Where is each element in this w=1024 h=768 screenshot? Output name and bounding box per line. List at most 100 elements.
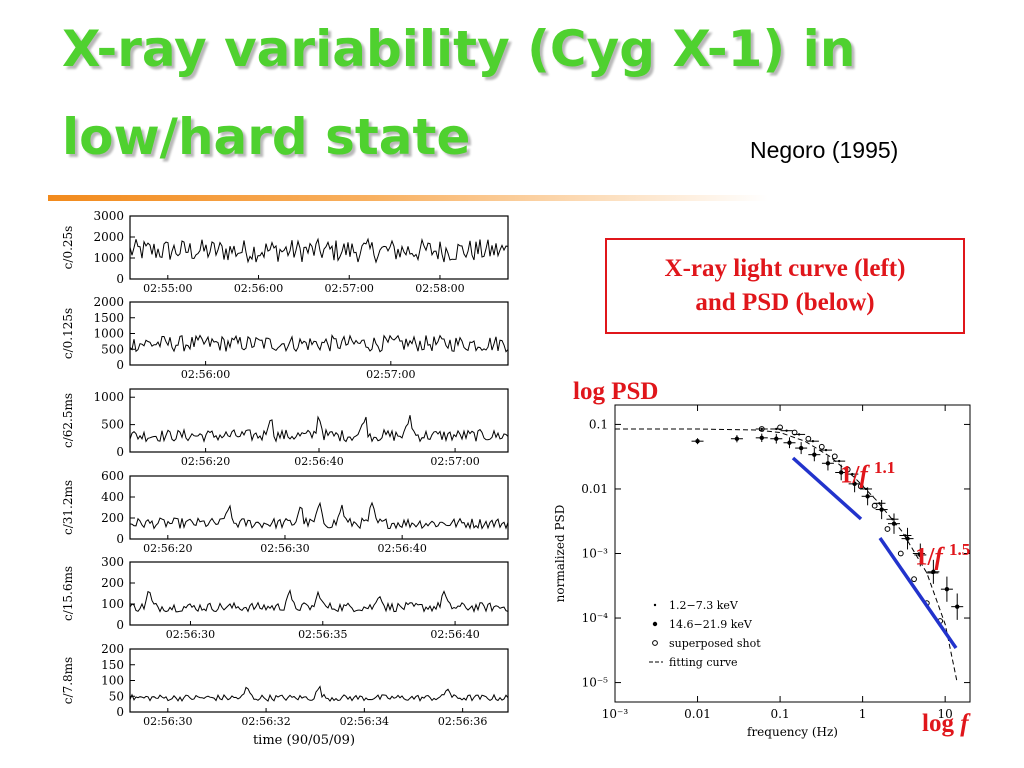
x-tick-label: 02:56:40 bbox=[430, 628, 479, 641]
psd-point-shot bbox=[758, 426, 765, 432]
callout-line2: and PSD (below) bbox=[695, 289, 875, 316]
psd-x-tick-label: 1 bbox=[859, 707, 867, 721]
y-tick-label: 400 bbox=[101, 490, 124, 504]
psd-point-hard bbox=[774, 436, 779, 441]
psd-point-hard bbox=[759, 435, 764, 441]
y-tick-label: 2000 bbox=[93, 230, 124, 244]
title-divider bbox=[48, 195, 768, 201]
psd-legend-entry: superposed shot bbox=[652, 637, 761, 650]
y-tick-label: 500 bbox=[101, 342, 124, 356]
slide-title-line2: low/hard state bbox=[62, 108, 471, 166]
psd-point-hard bbox=[812, 452, 817, 457]
y-tick-label: 100 bbox=[101, 597, 124, 611]
psd-point-hard bbox=[931, 569, 936, 575]
psd-point-hard bbox=[879, 507, 884, 512]
psd-point-soft bbox=[797, 433, 801, 436]
legend-marker-shot bbox=[652, 640, 658, 646]
freq-axis-annotation: log f bbox=[922, 710, 969, 737]
y-tick-label: 200 bbox=[101, 576, 124, 590]
psd-y-tick-label: 10⁻⁴ bbox=[582, 611, 609, 625]
light-curve-panel-4: 600 400 200 0 c/31.2ms 02:56:20 02:56:30 02:56:… bbox=[61, 469, 509, 555]
psd-point-shot bbox=[857, 483, 864, 490]
light-curve-series bbox=[129, 685, 509, 702]
y-tick-label: 0 bbox=[116, 358, 124, 372]
x-tick-label: 02:56:20 bbox=[143, 542, 192, 555]
psd-point-hard bbox=[825, 461, 831, 466]
psd-point-shot bbox=[871, 502, 878, 509]
psd-legend-label: 14.6−21.9 keV bbox=[669, 618, 753, 631]
psd-point-hard bbox=[944, 586, 950, 592]
light-curve-panel-1: 3000 2000 1000 0 c/0.25s 02:55:00 02:56:00 02:5… bbox=[61, 209, 509, 295]
psd-x-tick-label: 0.01 bbox=[684, 707, 711, 721]
psd-point-hard bbox=[891, 521, 897, 526]
y-tick-label: 1000 bbox=[93, 390, 124, 404]
legend-marker-soft bbox=[653, 603, 657, 607]
psd-legend-label: 1.2−7.3 keV bbox=[669, 599, 739, 612]
panel-frame bbox=[129, 388, 509, 453]
light-curve-series bbox=[129, 589, 509, 613]
y-tick-label: 50 bbox=[109, 689, 124, 703]
psd-point-soft bbox=[760, 427, 763, 431]
y-axis-label: c/7.8ms bbox=[61, 657, 75, 704]
psd-point-soft bbox=[775, 427, 778, 431]
psd-point-hard bbox=[955, 604, 960, 609]
psd-point-shot bbox=[791, 429, 798, 436]
x-tick-label: 02:56:20 bbox=[181, 455, 230, 468]
psd-axis-annotation: log PSD bbox=[573, 378, 659, 405]
psd-point-soft bbox=[904, 534, 907, 537]
psd-x-tick-label: 0.1 bbox=[771, 707, 790, 721]
psd-point-soft bbox=[824, 448, 828, 452]
psd-point-hard bbox=[852, 481, 857, 487]
x-tick-label: 02:56:30 bbox=[260, 542, 309, 555]
light-curve-series bbox=[129, 501, 509, 530]
light-curve-series bbox=[129, 334, 509, 353]
psd-point-hard bbox=[918, 552, 923, 558]
y-tick-label: 200 bbox=[101, 642, 124, 656]
x-tick-label: 02:55:00 bbox=[143, 282, 192, 295]
psd-point-soft bbox=[811, 439, 815, 443]
legend-marker-hard bbox=[652, 621, 658, 627]
y-tick-label: 1500 bbox=[93, 311, 124, 325]
psd-point-soft bbox=[837, 459, 841, 463]
y-axis-label: c/62.5ms bbox=[61, 393, 75, 448]
light-curve-series bbox=[129, 415, 509, 443]
x-tick-label: 02:56:00 bbox=[234, 282, 283, 295]
y-tick-label: 3000 bbox=[93, 209, 124, 223]
y-tick-label: 150 bbox=[101, 658, 124, 672]
psd-point-soft bbox=[785, 429, 788, 432]
psd-legend-entry: 1.2−7.3 keV bbox=[653, 599, 739, 612]
psd-legend-label: superposed shot bbox=[669, 637, 761, 650]
light-curve-panel-5: 300 200 100 0 c/15.6ms 02:56:30 02:56:35 02:56:… bbox=[61, 555, 509, 641]
psd-point-shot bbox=[831, 453, 838, 460]
x-tick-label: 02:56:36 bbox=[438, 715, 487, 728]
psd-series-fitting-curve bbox=[615, 428, 958, 683]
y-tick-label: 1000 bbox=[93, 251, 124, 265]
psd-chart: 10⁻³ 0.01 0.1 1 10 0.1 0.01 10⁻³ 10⁻⁴ 10⁻⁵ frequen… bbox=[553, 404, 971, 739]
light-curve-panel-3: 1000 500 0 c/62.5ms 02:56:20 02:56:40 02:57:00 bbox=[61, 388, 509, 468]
y-tick-label: 200 bbox=[101, 511, 124, 525]
psd-x-tick-label: 10 bbox=[938, 707, 953, 721]
y-tick-label: 0 bbox=[116, 532, 124, 546]
psd-point-hard bbox=[905, 536, 910, 541]
callout-box: X-ray light curve (left) and PSD (below) bbox=[605, 238, 965, 334]
psd-point-shot bbox=[805, 435, 812, 442]
y-tick-label: 600 bbox=[101, 469, 124, 483]
y-axis-label: c/15.6ms bbox=[61, 566, 75, 621]
psd-y-axis-label: normalized PSD bbox=[553, 505, 567, 603]
x-tick-label: 02:58:00 bbox=[415, 282, 464, 295]
x-tick-label: 02:56:34 bbox=[340, 715, 389, 728]
y-tick-label: 0 bbox=[116, 272, 124, 286]
psd-point-shot bbox=[777, 424, 783, 431]
psd-point-hard bbox=[695, 438, 700, 444]
x-axis-label: time (90/05/09) bbox=[253, 733, 355, 748]
psd-legend-label: fitting curve bbox=[669, 656, 738, 669]
x-tick-label: 02:56:30 bbox=[166, 628, 215, 641]
x-tick-label: 02:56:00 bbox=[181, 368, 230, 381]
panel-frame bbox=[129, 475, 509, 540]
psd-x-tick-label: 10⁻³ bbox=[602, 707, 629, 721]
x-tick-label: 02:56:40 bbox=[377, 542, 426, 555]
psd-point-hard bbox=[798, 445, 804, 451]
psd-point-hard bbox=[787, 440, 792, 445]
